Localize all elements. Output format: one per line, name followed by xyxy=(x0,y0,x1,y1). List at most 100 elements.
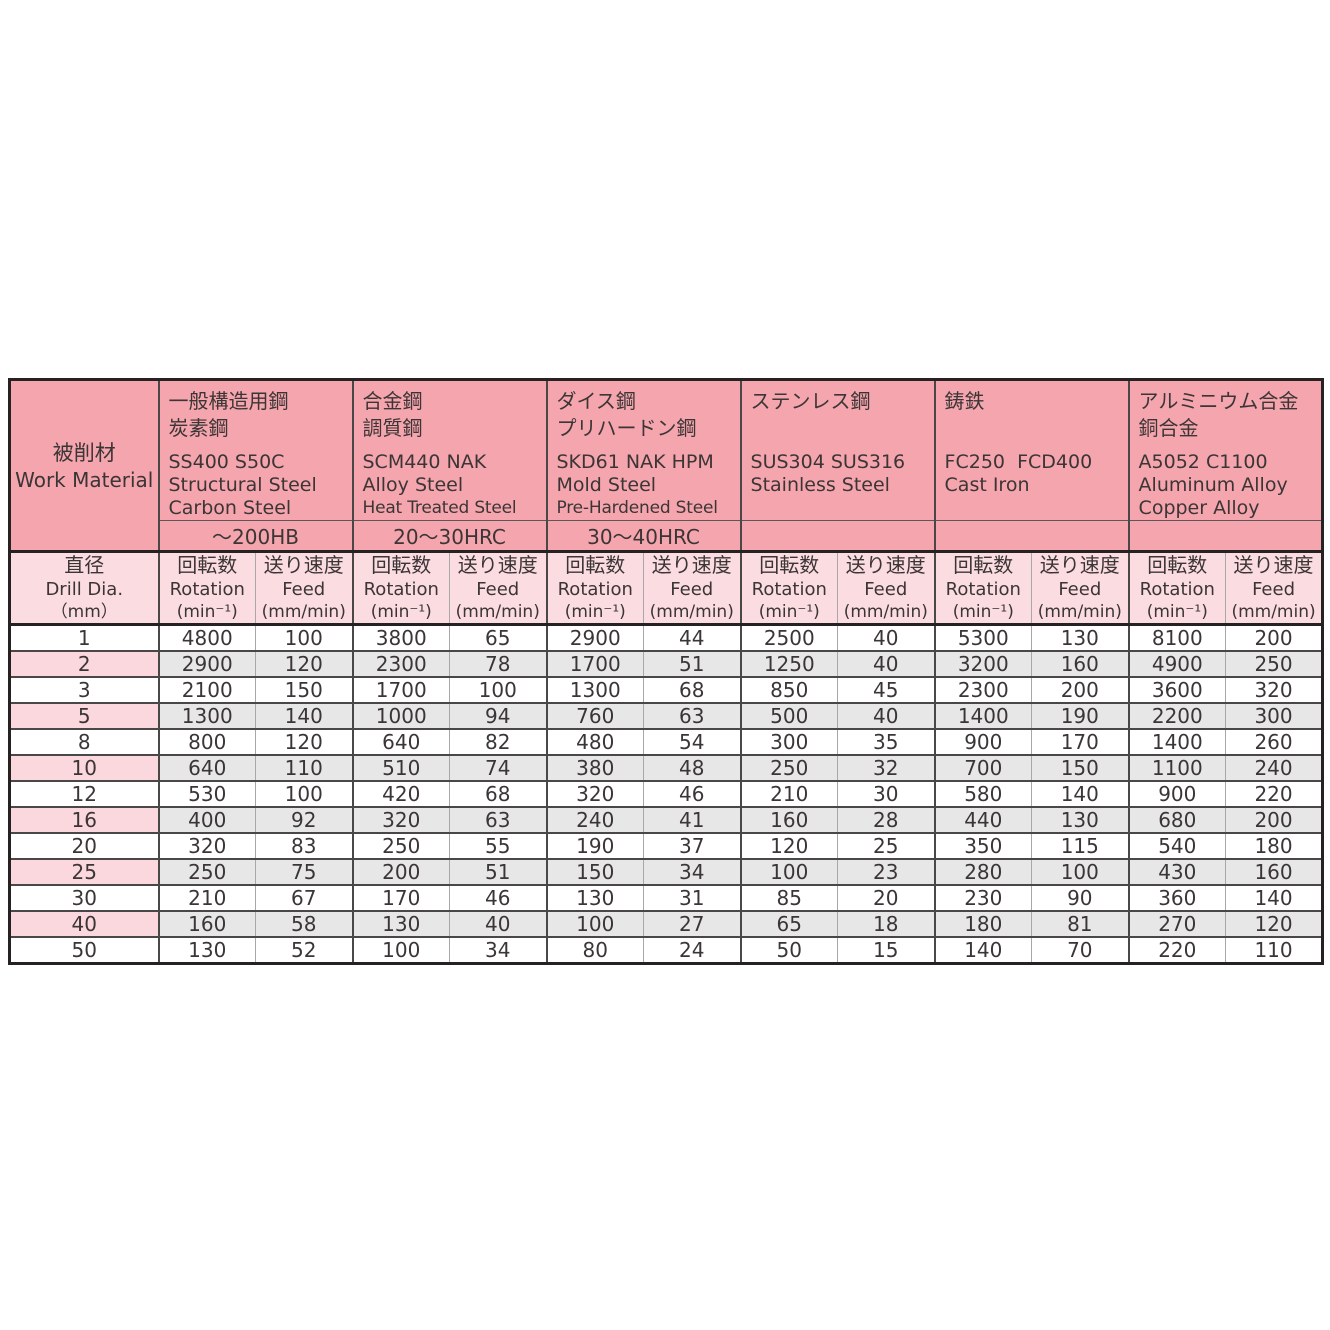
feed-jp-label: 送り速度 xyxy=(457,553,538,578)
rotation-value-cell: 640 xyxy=(157,754,256,782)
feed-header-cell: 送り速度 Feed (mm/min) xyxy=(449,550,548,626)
rotation-value-cell: 580 xyxy=(933,780,1033,808)
feed-value-cell: 68 xyxy=(449,780,548,808)
work-material-en-label: Work Material xyxy=(15,467,154,492)
feed-value-cell: 34 xyxy=(642,858,742,886)
work-material-jp-label: 被削材 xyxy=(52,440,116,465)
rotation-value-cell: 500 xyxy=(739,702,839,730)
rotation-unit-label: (min⁻¹) xyxy=(952,602,1014,622)
rotation-en-label: Rotation xyxy=(751,579,827,600)
rotation-value-cell: 380 xyxy=(545,754,644,782)
drill-dia-cell: 12 xyxy=(8,780,160,808)
rotation-value-cell: 270 xyxy=(1127,910,1227,938)
rotation-value-cell: 640 xyxy=(351,728,450,756)
table-row: 1 4800 100 3800 65 2900 44 2500 40 5300 130 8100 200 xyxy=(8,623,1324,652)
table-row: 25 250 75 200 51 150 34 100 23 280 100 430 160 xyxy=(8,858,1324,886)
feed-value-cell: 300 xyxy=(1225,702,1324,730)
rotation-jp-label: 回転数 xyxy=(565,553,626,578)
material-header-cell: 鋳鉄 FC250 FCD400 Cast Iron xyxy=(933,378,1130,521)
feed-jp-label: 送り速度 xyxy=(651,553,732,578)
drill-dia-cell: 30 xyxy=(8,884,160,912)
feed-en-label: Feed xyxy=(1058,579,1102,600)
rotation-value-cell: 190 xyxy=(545,832,644,860)
rotation-header-cell: 回転数 Rotation (min⁻¹) xyxy=(351,550,450,626)
hardness-cell: ～200HB xyxy=(157,520,354,553)
feed-value-cell: 240 xyxy=(1225,754,1324,782)
feed-value-cell: 81 xyxy=(1031,910,1130,938)
feed-header-cell: 送り速度 Feed (mm/min) xyxy=(837,550,936,626)
feed-value-cell: 110 xyxy=(255,754,354,782)
table-row: 2 2900 120 2300 78 1700 51 1250 40 3200 160 4900 250 xyxy=(8,650,1324,678)
feed-en-label: Feed xyxy=(476,579,520,600)
feed-jp-label: 送り速度 xyxy=(845,553,926,578)
material-en-line: Stainless Steel xyxy=(750,474,890,496)
feed-value-cell: 83 xyxy=(255,832,354,860)
rotation-value-cell: 2300 xyxy=(933,676,1033,704)
feed-value-cell: 54 xyxy=(642,728,742,756)
material-jp-names: 合金鋼 調質鋼 xyxy=(363,388,542,442)
rotation-value-cell: 5300 xyxy=(933,623,1033,652)
material-grade-codes: A5052 C1100 xyxy=(1138,451,1268,473)
drill-dia-cell: 25 xyxy=(8,858,160,886)
rotation-value-cell: 1250 xyxy=(739,650,839,678)
feed-value-cell: 45 xyxy=(837,676,936,704)
material-jp-line: ダイス鋼 xyxy=(556,389,636,413)
feed-value-cell: 74 xyxy=(449,754,548,782)
material-grade-codes: SCM440 NAK xyxy=(362,451,487,473)
rotation-en-label: Rotation xyxy=(945,579,1021,600)
rotation-header-cell: 回転数 Rotation (min⁻¹) xyxy=(157,550,256,626)
table-row: 5 1300 140 1000 94 760 63 500 40 1400 190 2200 300 xyxy=(8,702,1324,730)
drill-dia-cell: 10 xyxy=(8,754,160,782)
feed-header-cell: 送り速度 Feed (mm/min) xyxy=(1031,550,1130,626)
feed-unit-label: (mm/min) xyxy=(1231,602,1316,622)
table-row: 20 320 83 250 55 190 37 120 25 350 115 540 180 xyxy=(8,832,1324,860)
table-row: 3 2100 150 1700 100 1300 68 850 45 2300 200 3600 320 xyxy=(8,676,1324,704)
table-row: 10 640 110 510 74 380 48 250 32 700 150 1100 240 xyxy=(8,754,1324,782)
rotation-value-cell: 50 xyxy=(739,936,839,965)
feed-value-cell: 200 xyxy=(1225,623,1324,652)
hardness-cell: 30～40HRC xyxy=(545,520,742,553)
rotation-value-cell: 160 xyxy=(157,910,256,938)
material-jp-line: プリハードン鋼 xyxy=(556,416,697,440)
material-header-cell: ダイス鋼 プリハードン鋼 SKD61 NAK HPM Mold Steel Pre-Ha… xyxy=(545,378,742,521)
rotation-value-cell: 540 xyxy=(1127,832,1227,860)
rotation-value-cell: 130 xyxy=(545,884,644,912)
rotation-value-cell: 320 xyxy=(351,806,450,834)
hardness-cell xyxy=(1127,520,1324,553)
feed-unit-label: (mm/min) xyxy=(261,602,346,622)
feed-value-cell: 190 xyxy=(1031,702,1130,730)
feed-value-cell: 58 xyxy=(255,910,354,938)
rotation-value-cell: 320 xyxy=(157,832,256,860)
rotation-header-cell: 回転数 Rotation (min⁻¹) xyxy=(739,550,839,626)
rotation-value-cell: 80 xyxy=(545,936,644,965)
feed-value-cell: 260 xyxy=(1225,728,1324,756)
rotation-value-cell: 210 xyxy=(739,780,839,808)
feed-jp-label: 送り速度 xyxy=(1039,553,1120,578)
feed-value-cell: 24 xyxy=(642,936,742,965)
rotation-en-label: Rotation xyxy=(169,579,245,600)
rotation-value-cell: 300 xyxy=(739,728,839,756)
column-header-row: 直径 Drill Dia. （mm） 回転数 Rotation (min⁻¹) 送り速度 Fe… xyxy=(8,550,1324,626)
rotation-value-cell: 200 xyxy=(351,858,450,886)
material-en-line: Structural Steel xyxy=(168,474,317,496)
drill-dia-cell: 50 xyxy=(8,936,160,965)
feed-unit-label: (mm/min) xyxy=(843,602,928,622)
hardness-cell xyxy=(933,520,1130,553)
feed-value-cell: 200 xyxy=(1225,806,1324,834)
rotation-jp-label: 回転数 xyxy=(1147,553,1208,578)
material-header-row: 被削材 Work Material 一般構造用鋼 炭素鋼 SS400 S50C Struc… xyxy=(8,378,1324,553)
material-en-line: Heat Treated Steel xyxy=(362,498,517,518)
feed-header-cell: 送り速度 Feed (mm/min) xyxy=(642,550,742,626)
rotation-value-cell: 65 xyxy=(739,910,839,938)
feed-value-cell: 30 xyxy=(837,780,936,808)
feed-value-cell: 48 xyxy=(642,754,742,782)
feed-value-cell: 67 xyxy=(255,884,354,912)
feed-value-cell: 120 xyxy=(1225,910,1324,938)
rotation-value-cell: 230 xyxy=(933,884,1033,912)
rotation-unit-label: (min⁻¹) xyxy=(1146,602,1208,622)
material-jp-line: 一般構造用鋼 xyxy=(168,389,289,413)
rotation-value-cell: 140 xyxy=(933,936,1033,965)
rotation-unit-label: (min⁻¹) xyxy=(370,602,432,622)
material-en-line: Copper Alloy xyxy=(1138,497,1260,519)
feed-value-cell: 150 xyxy=(255,676,354,704)
